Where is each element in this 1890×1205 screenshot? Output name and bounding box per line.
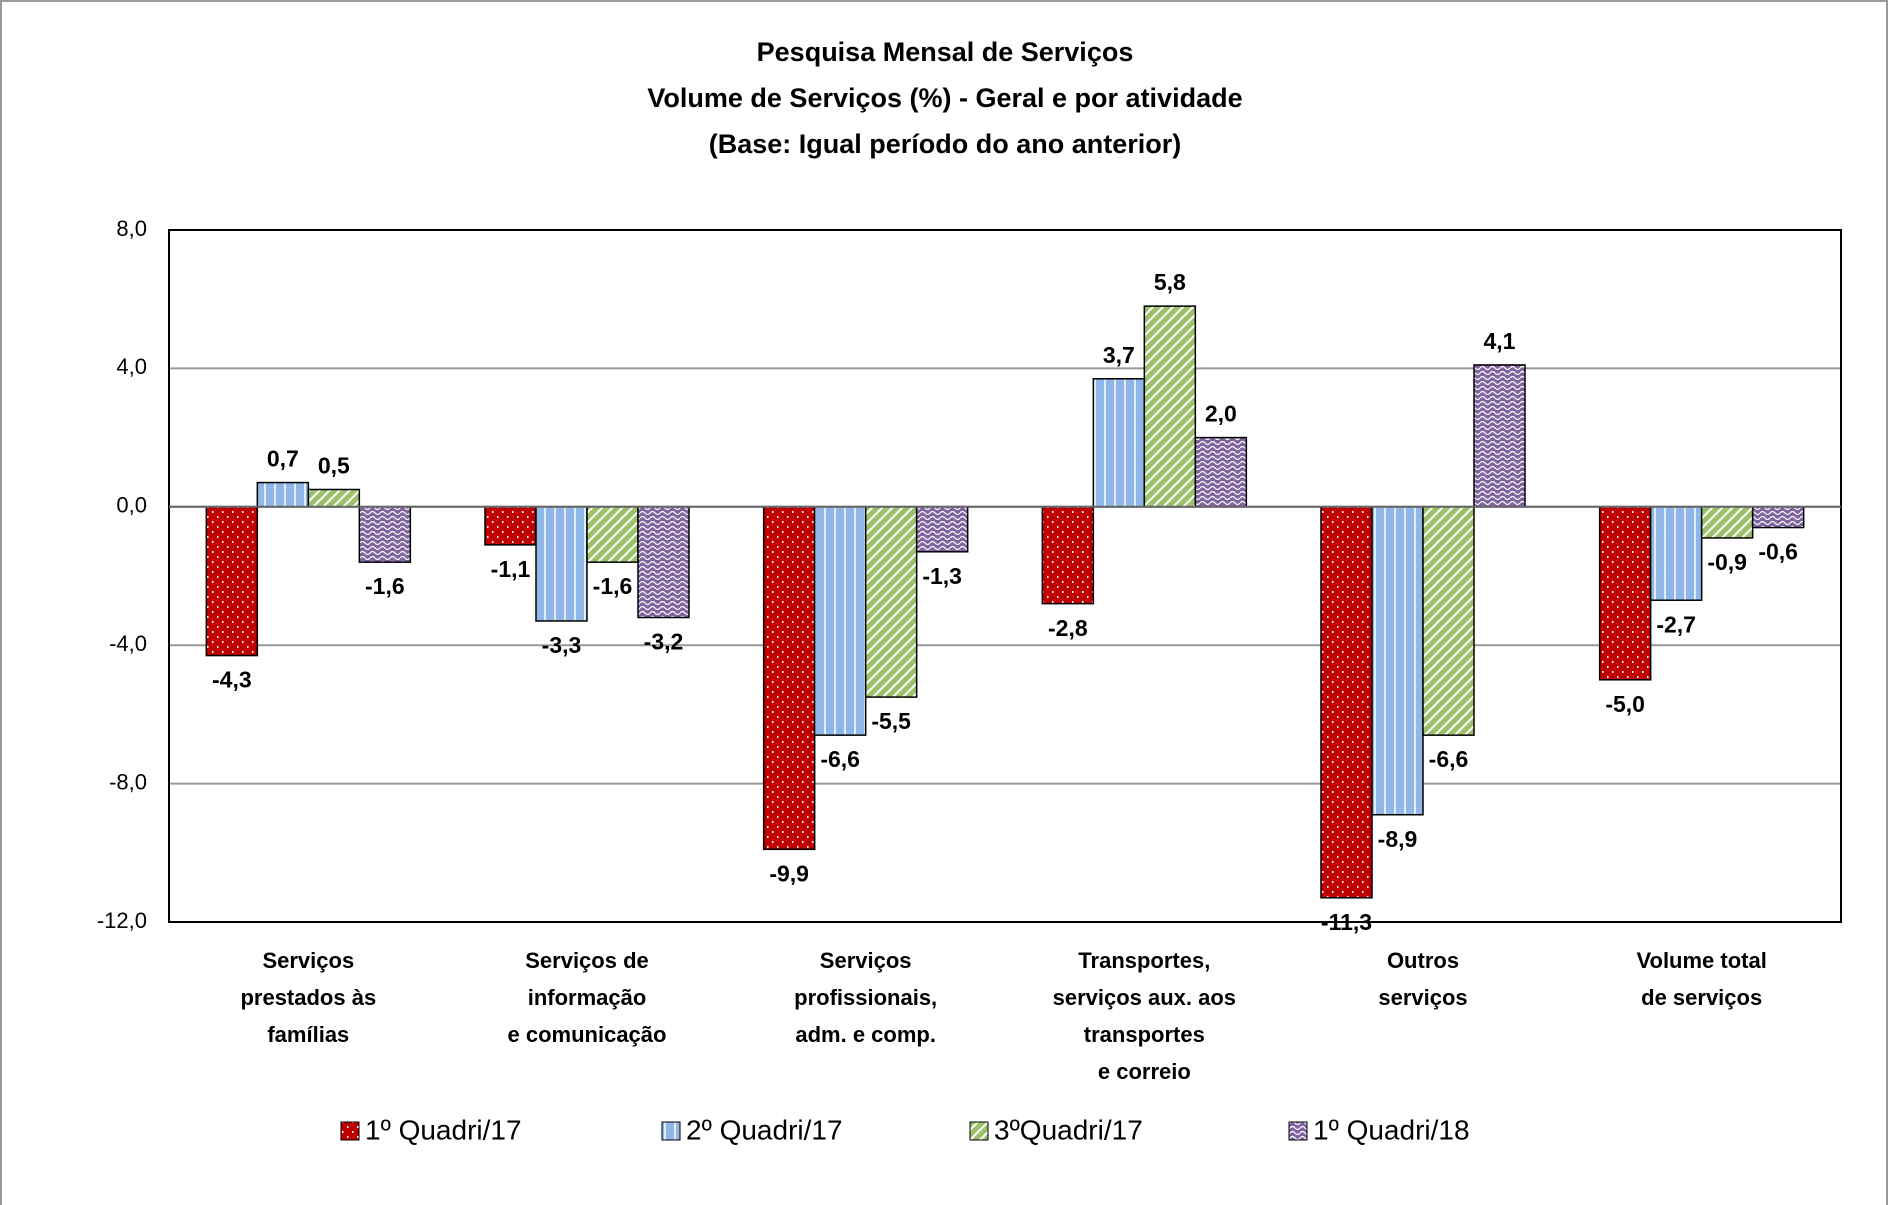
bar [1194,436,1248,508]
value-label: 5,8 [1154,269,1186,295]
value-label: 0,7 [267,446,299,472]
value-label: 2,0 [1205,401,1237,427]
value-label: -0,9 [1707,549,1747,575]
value-label: -2,7 [1656,611,1696,637]
value-label: -6,6 [1429,746,1469,772]
bar [484,506,537,546]
plot-frame [168,229,1842,923]
value-label: -5,5 [871,708,911,734]
y-tick-label: -8,0 [109,769,147,794]
legend-swatch [340,1121,360,1141]
bar [205,506,259,657]
legend-swatch [1288,1121,1308,1141]
bar [813,506,867,736]
legend-label: 3ºQuadri/17 [994,1114,1143,1145]
chart-title: Volume de Serviços (%) - Geral e por ati… [647,83,1242,113]
bar [586,506,639,563]
value-label: -3,3 [542,632,582,658]
value-label: -1,6 [593,573,633,599]
y-tick-label: 0,0 [116,493,147,518]
bar [1473,364,1526,508]
value-label: 3,7 [1103,342,1135,368]
x-tick-label: Serviços prestados às famílias [240,948,376,1047]
bar [864,506,918,698]
y-tick-label: -4,0 [109,631,147,656]
x-tick-label: Serviços de informação e comunicação [508,948,667,1047]
legend-label: 1º Quadri/17 [365,1114,522,1145]
x-tick-label: Transportes, serviços aux. aos transportes… [1053,948,1236,1084]
bar [535,506,588,622]
bar [1422,506,1475,736]
x-tick-label: Outros serviços [1378,948,1467,1010]
value-label: -5,0 [1605,691,1645,717]
bar [256,481,310,508]
legend-label: 2º Quadri/17 [686,1114,843,1145]
bar [1598,506,1652,681]
x-tick-label: Volume total de serviços [1636,948,1766,1010]
bar [1041,506,1095,605]
value-label: -8,9 [1378,826,1418,852]
y-tick-label: 8,0 [116,216,147,241]
legend-swatch [969,1121,989,1141]
bar [637,506,690,619]
chart-title: Pesquisa Mensal de Serviços [757,37,1134,67]
value-label: -1,3 [922,563,962,589]
bar [1700,506,1754,539]
legend-swatch [661,1121,681,1141]
value-label: -1,1 [491,556,531,582]
bar [915,506,969,553]
value-label: -6,6 [820,746,860,772]
bar [1751,506,1805,529]
bar [762,506,816,851]
value-label: -1,6 [365,573,405,599]
bar [1143,305,1197,508]
x-tick-label: Serviços profissionais, adm. e comp. [794,948,937,1047]
value-label: 0,5 [318,453,350,479]
bar [1092,378,1146,508]
bar [307,488,361,508]
y-tick-label: 4,0 [116,354,147,379]
bar [358,506,412,563]
value-label: -11,3 [1321,909,1372,935]
value-label: -9,9 [769,860,809,886]
value-label: -3,2 [644,629,684,655]
bar [1371,506,1424,816]
y-tick-label: -12,0 [97,908,147,933]
value-label: -4,3 [212,667,252,693]
value-label: -2,8 [1048,615,1088,641]
bar [1320,506,1373,899]
value-label: -0,6 [1758,539,1798,565]
value-label: 4,1 [1484,328,1516,354]
chart-title: (Base: Igual período do ano anterior) [709,129,1182,159]
legend-label: 1º Quadri/18 [1313,1114,1470,1145]
bar [1649,506,1703,601]
